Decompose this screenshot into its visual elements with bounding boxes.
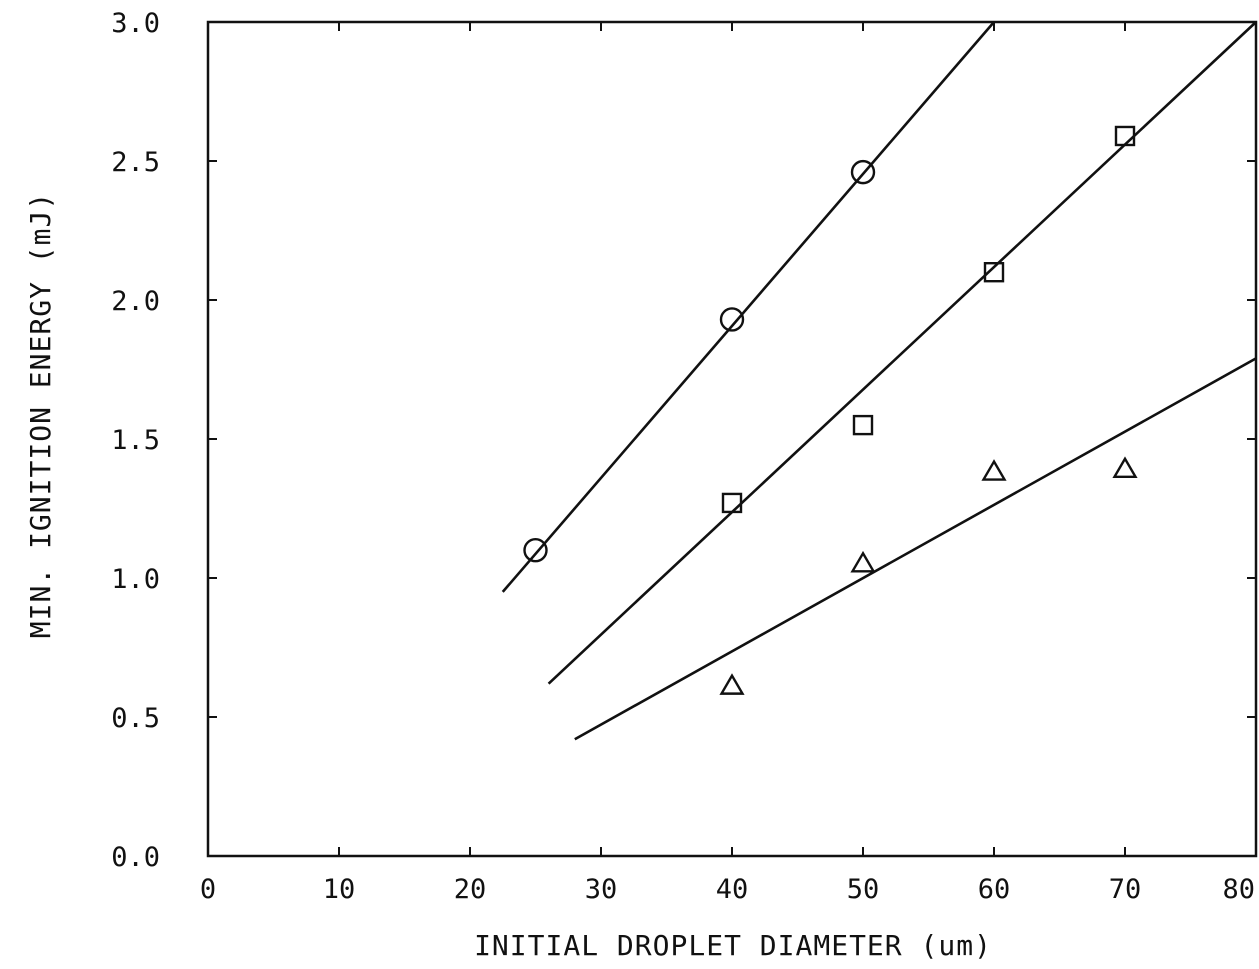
x-tick-label: 10 xyxy=(323,874,356,905)
triangle-marker xyxy=(981,459,1007,481)
circle-marker xyxy=(850,159,876,185)
plot-frame xyxy=(206,20,1258,858)
fit-line-circle-series xyxy=(501,21,995,593)
y-tick-label: 2.0 xyxy=(111,286,160,317)
y-tick-label: 0.0 xyxy=(111,842,160,873)
square-marker xyxy=(1114,125,1136,147)
x-tick-label: 80 xyxy=(1222,874,1255,905)
y-tick-label: 3.0 xyxy=(111,8,160,39)
x-axis-title: INITIAL DROPLET DIAMETER (um) xyxy=(474,929,992,962)
y-tick-label: 1.0 xyxy=(111,564,160,595)
x-tick-label: 0 xyxy=(200,874,216,905)
x-tick-label: 40 xyxy=(716,874,749,905)
plot-border xyxy=(206,20,1258,858)
data-markers xyxy=(523,125,1138,695)
y-tick-labels: 0.0 0.5 1.0 1.5 2.0 2.5 3.0 xyxy=(111,8,160,873)
fit-lines xyxy=(501,21,1257,741)
triangle-marker xyxy=(850,550,876,573)
square-marker xyxy=(983,262,1005,283)
x-tick-label: 30 xyxy=(585,874,618,905)
y-tick-label: 0.5 xyxy=(111,703,160,734)
x-tick-label: 70 xyxy=(1109,874,1142,905)
fit-line-square-series xyxy=(547,21,1257,685)
x-tick-labels: 0 10 20 30 40 50 60 70 80 xyxy=(200,874,1255,905)
circle-marker xyxy=(719,307,745,332)
square-marker xyxy=(721,492,743,514)
triangle-marker xyxy=(1112,456,1138,478)
triangle-marker xyxy=(719,673,745,695)
square-marker xyxy=(852,414,874,436)
circle-marker xyxy=(523,538,548,563)
y-tick-label: 1.5 xyxy=(111,425,160,456)
y-axis-title: MIN. IGNITION ENERGY (mJ) xyxy=(24,192,57,638)
x-tick-label: 20 xyxy=(454,874,487,905)
x-tick-label: 60 xyxy=(978,874,1011,905)
fit-line-triangle-series xyxy=(574,357,1257,741)
axis-ticks xyxy=(207,21,1257,857)
y-tick-label: 2.5 xyxy=(111,147,160,178)
x-tick-label: 50 xyxy=(847,874,880,905)
